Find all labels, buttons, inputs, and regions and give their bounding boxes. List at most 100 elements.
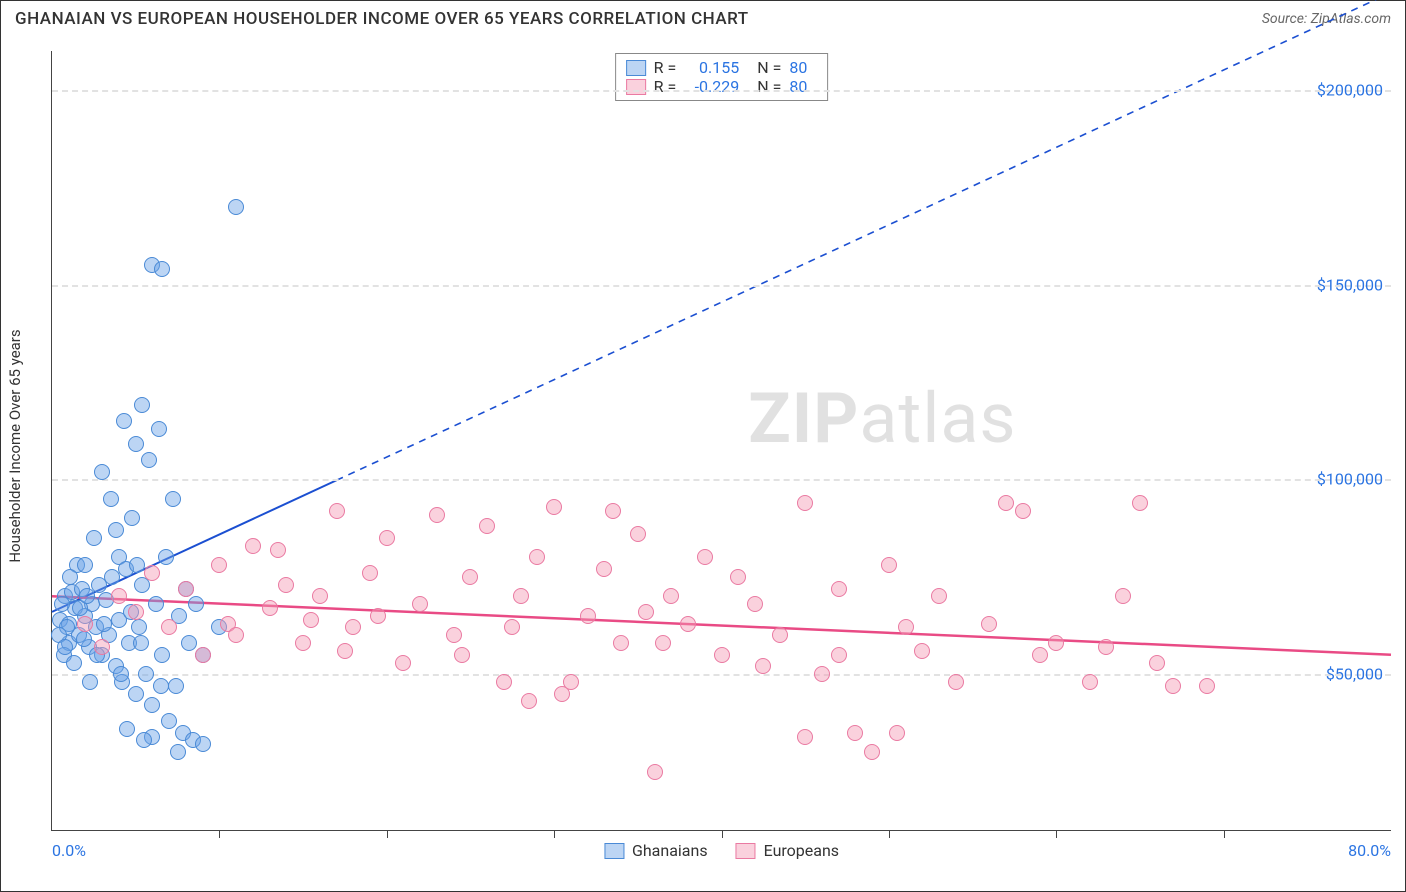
data-point (379, 530, 395, 546)
data-point (228, 627, 244, 643)
data-point (948, 674, 964, 690)
data-point (131, 619, 147, 635)
data-point (747, 596, 763, 612)
data-point (395, 655, 411, 671)
data-point (881, 557, 897, 573)
x-tick-start: 0.0% (52, 841, 86, 860)
stat-n-value-1: 80 (789, 77, 807, 96)
data-point (797, 729, 813, 745)
data-point (144, 697, 160, 713)
legend-item-ghanaians: Ghanaians (604, 841, 708, 860)
scatter-plot: ZIPatlas R = 0.155 N = 80 R = -0.229 N =… (51, 51, 1391, 831)
x-tick-mark (1224, 830, 1225, 838)
data-point (133, 635, 149, 651)
data-point (613, 635, 629, 651)
data-point (329, 503, 345, 519)
data-point (94, 639, 110, 655)
gridline (52, 285, 1391, 287)
data-point (151, 421, 167, 437)
data-point (998, 495, 1014, 511)
data-point (714, 647, 730, 663)
data-point (680, 616, 696, 632)
trend-lines (52, 51, 1391, 830)
data-point (94, 464, 110, 480)
data-point (638, 604, 654, 620)
data-point (814, 666, 830, 682)
data-point (77, 557, 93, 573)
data-point (1132, 495, 1148, 511)
stat-n-value-0: 80 (789, 58, 807, 77)
swatch-ghanaians (604, 843, 624, 859)
data-point (170, 744, 186, 760)
data-point (195, 647, 211, 663)
stats-legend: R = 0.155 N = 80 R = -0.229 N = 80 (615, 53, 829, 101)
data-point (153, 678, 169, 694)
data-point (86, 530, 102, 546)
data-point (312, 588, 328, 604)
data-point (697, 549, 713, 565)
data-point (362, 565, 378, 581)
data-point (529, 549, 545, 565)
data-point (262, 600, 278, 616)
data-point (454, 647, 470, 663)
legend-label: Europeans (764, 841, 839, 860)
x-tick-mark (219, 830, 220, 838)
data-point (181, 635, 197, 651)
data-point (188, 596, 204, 612)
data-point (1098, 639, 1114, 655)
data-point (797, 495, 813, 511)
data-point (195, 736, 211, 752)
data-point (77, 616, 93, 632)
data-point (303, 612, 319, 628)
data-point (128, 686, 144, 702)
data-point (158, 549, 174, 565)
x-tick-mark (554, 830, 555, 838)
x-tick-mark (889, 830, 890, 838)
data-point (144, 565, 160, 581)
data-point (141, 452, 157, 468)
data-point (111, 588, 127, 604)
data-point (914, 643, 930, 659)
data-point (931, 588, 947, 604)
x-tick-end: 80.0% (1348, 841, 1391, 860)
data-point (124, 510, 140, 526)
data-point (513, 588, 529, 604)
data-point (178, 581, 194, 597)
chart-source: Source: ZipAtlas.com (1262, 11, 1391, 27)
data-point (54, 596, 70, 612)
data-point (1149, 655, 1165, 671)
data-point (57, 639, 73, 655)
data-point (295, 635, 311, 651)
data-point (108, 522, 124, 538)
stats-row-ghanaians: R = 0.155 N = 80 (626, 58, 818, 77)
data-point (864, 744, 880, 760)
data-point (412, 596, 428, 612)
data-point (755, 658, 771, 674)
stat-n-label: N = (757, 77, 781, 96)
chart-title: GHANAIAN VS EUROPEAN HOUSEHOLDER INCOME … (15, 9, 749, 29)
y-tick-label: $100,000 (1317, 470, 1383, 489)
stat-r-label: R = (654, 58, 677, 77)
data-point (136, 732, 152, 748)
gridline (52, 674, 1391, 676)
data-point (429, 507, 445, 523)
data-point (134, 397, 150, 413)
data-point (1015, 503, 1031, 519)
data-point (128, 436, 144, 452)
swatch-europeans (736, 843, 756, 859)
data-point (772, 627, 788, 643)
data-point (605, 503, 621, 519)
data-point (981, 616, 997, 632)
data-point (546, 499, 562, 515)
data-point (647, 764, 663, 780)
y-tick-label: $200,000 (1317, 80, 1383, 99)
data-point (168, 678, 184, 694)
data-point (521, 693, 537, 709)
data-point (116, 413, 132, 429)
data-point (245, 538, 261, 554)
data-point (113, 666, 129, 682)
data-point (831, 647, 847, 663)
data-point (129, 557, 145, 573)
gridline (52, 479, 1391, 481)
y-axis-label: Householder Income Over 65 years (6, 329, 24, 562)
